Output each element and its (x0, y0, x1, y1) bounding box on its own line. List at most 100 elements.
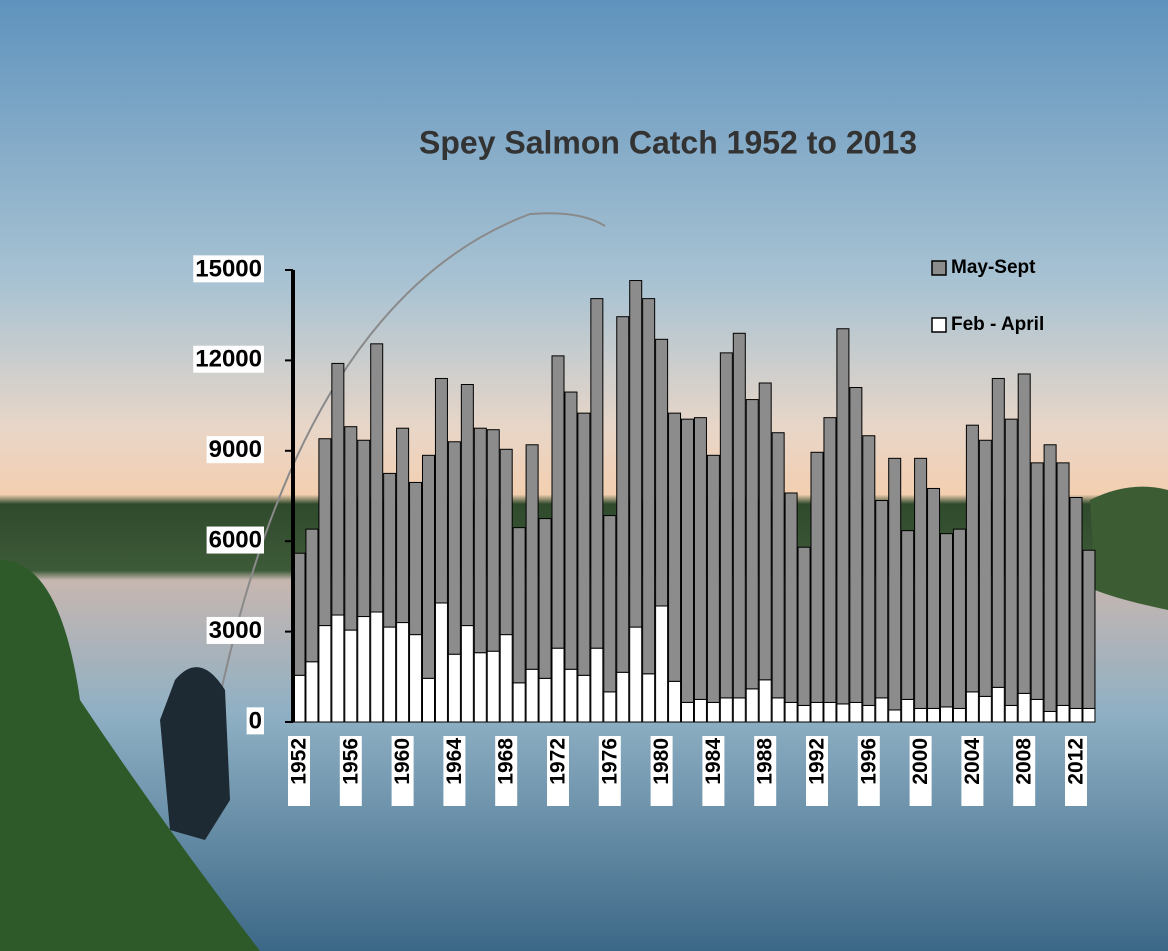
bar-segment (1004, 418, 1018, 706)
tick-label-bg (206, 436, 264, 464)
bar-segment (681, 418, 694, 703)
bar-segment (862, 435, 876, 706)
bar-segment (370, 343, 384, 613)
bar-segment (396, 622, 410, 723)
bar-segment (1017, 373, 1031, 694)
y-tick-label: 3000 (209, 617, 262, 644)
bar-segment (616, 671, 630, 723)
bar-segment (901, 698, 915, 723)
bar-segment (991, 686, 1005, 723)
bar-segment (927, 707, 941, 723)
legend-label: Feb - April (951, 314, 1044, 335)
bar-segment (719, 697, 733, 723)
bar-segment (512, 527, 526, 684)
bar-segment (668, 680, 682, 723)
bar-segment (629, 626, 643, 723)
bar-segment (538, 518, 552, 679)
bar-segment (473, 652, 487, 723)
bar-segment (422, 454, 435, 679)
x-tick-label: 2000 (909, 738, 932, 785)
bar-segment (693, 698, 707, 723)
bar-segment (706, 701, 720, 723)
bar-segment (849, 387, 863, 703)
tick-label-bg (206, 526, 264, 554)
bar-segment (409, 634, 423, 723)
legend-label: May-Sept (951, 257, 1036, 278)
bar-segment (1069, 707, 1083, 723)
bar-segment (901, 530, 915, 700)
bar-segment (849, 701, 863, 723)
bar-segment (965, 424, 979, 693)
x-tick-label: 1952 (288, 738, 311, 785)
bar-segment (460, 625, 474, 723)
bar-segment (551, 355, 565, 649)
bar-segment (499, 448, 513, 636)
bar-segment (409, 481, 423, 636)
bar-segment (486, 429, 500, 652)
bar-segment (1043, 710, 1057, 723)
bar-segment (357, 616, 371, 723)
bar-segment (810, 701, 824, 723)
bar-segment (836, 328, 850, 705)
bar-segment (914, 457, 928, 709)
bar-segment (344, 426, 358, 631)
bar-segment (693, 417, 707, 700)
bar-segment (551, 647, 565, 723)
bar-segment (952, 528, 966, 709)
bar-segment (927, 487, 941, 709)
bar-segment (447, 441, 461, 655)
bar-segment (434, 377, 448, 604)
y-tick-label: 15000 (195, 255, 262, 282)
bar-segment (771, 697, 785, 723)
bar-segment (888, 457, 902, 711)
bar-segment (1056, 704, 1070, 723)
bar-segment (1017, 692, 1031, 723)
tick-label-bg (288, 736, 310, 806)
bar-segment (331, 614, 345, 723)
bar-segment (422, 677, 435, 723)
bar-segment (745, 399, 759, 690)
bar-segment (797, 704, 811, 723)
bar-segment (732, 332, 746, 699)
bar-segment (564, 668, 578, 723)
x-tick-label: 2004 (961, 738, 984, 785)
x-tick-label: 1976 (598, 738, 621, 785)
tick-label-bg (702, 736, 725, 806)
bar-segment (862, 704, 876, 723)
bar-segment (603, 691, 617, 723)
tick-label-bg (193, 255, 264, 283)
bar-segment (629, 280, 643, 628)
bar-segment (460, 384, 474, 627)
bar-segment (745, 688, 759, 723)
x-tick-label: 1996 (857, 738, 880, 785)
y-tick-label: 12000 (195, 346, 262, 373)
bar-segment (603, 515, 617, 693)
tick-label-bg (961, 736, 984, 806)
x-tick-label: 1956 (339, 738, 362, 785)
bar-segment (681, 701, 694, 723)
bar-segment (719, 352, 733, 699)
y-tick-label: 6000 (209, 527, 262, 554)
bar-segment (771, 432, 785, 699)
x-tick-label: 1960 (391, 738, 414, 785)
tick-label-bg (806, 736, 828, 806)
tick-label-bg (857, 736, 880, 806)
bar-segment (447, 653, 461, 723)
bar-segment (758, 679, 772, 723)
bar-segment (810, 451, 824, 703)
bar-segment (383, 472, 397, 628)
bar-segment (525, 444, 539, 670)
bar-segment (396, 427, 410, 624)
bar-segment (331, 362, 345, 616)
bar-segment (940, 706, 953, 723)
x-tick-label: 1972 (547, 738, 570, 785)
bar-segment (758, 382, 772, 681)
bar-segment (797, 546, 811, 706)
bar-segment (732, 697, 746, 723)
legend-swatch (931, 260, 947, 276)
riverbank (0, 560, 260, 951)
bar-segment (577, 412, 591, 676)
bar-segment (952, 707, 966, 723)
tick-label-bg (193, 345, 264, 373)
